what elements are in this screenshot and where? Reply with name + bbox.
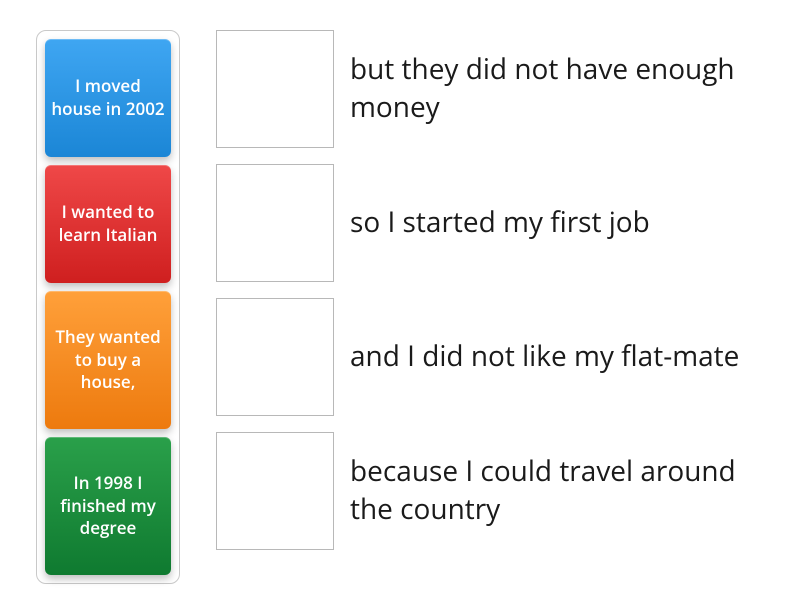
dropzone[interactable] (216, 164, 334, 282)
clue-text: because I could travel around the countr… (350, 453, 764, 529)
clue-text: and I did not like my flat-mate (350, 338, 739, 376)
dropzone[interactable] (216, 432, 334, 550)
target-row: because I could travel around the countr… (216, 432, 764, 550)
target-row: but they did not have enough money (216, 30, 764, 148)
dropzone[interactable] (216, 298, 334, 416)
draggable-tile[interactable]: They wanted to buy a house, (45, 291, 171, 429)
draggable-tile[interactable]: In 1998 I finished my degree (45, 437, 171, 575)
source-panel: I moved house in 2002 I wanted to learn … (36, 30, 180, 584)
clue-text: so I started my first job (350, 204, 650, 242)
target-column: but they did not have enough money so I … (216, 30, 764, 550)
draggable-tile[interactable]: I moved house in 2002 (45, 39, 171, 157)
target-row: and I did not like my flat-mate (216, 298, 764, 416)
target-row: so I started my first job (216, 164, 764, 282)
clue-text: but they did not have enough money (350, 51, 764, 127)
draggable-tile[interactable]: I wanted to learn Italian (45, 165, 171, 283)
matching-activity-stage: I moved house in 2002 I wanted to learn … (0, 0, 800, 614)
dropzone[interactable] (216, 30, 334, 148)
